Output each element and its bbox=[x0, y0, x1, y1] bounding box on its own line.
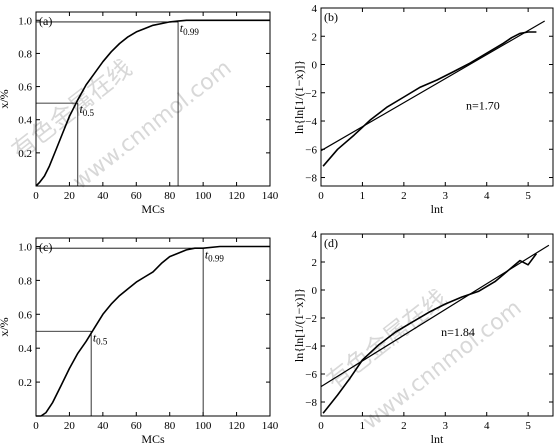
data-series-line bbox=[322, 31, 537, 167]
x-tick-label: 1 bbox=[360, 190, 366, 202]
y-tick-label: 0.6 bbox=[18, 309, 32, 321]
y-tick-label: 4 bbox=[312, 229, 318, 241]
y-tick-label: −8 bbox=[305, 173, 317, 185]
marker-label: t0.99 bbox=[205, 247, 225, 263]
x-tick-label: 1 bbox=[360, 420, 366, 432]
data-series-line bbox=[322, 253, 538, 414]
chart-panel-b: 0 1 2 3 4 5 −8 −6 −4 −2 0 2 4 n=1.70 (b) lnt ln{ln[1/(1−… bbox=[292, 3, 554, 216]
y-tick-label: 0.4 bbox=[18, 115, 32, 127]
x-tick-label: 100 bbox=[195, 190, 212, 202]
fit-line bbox=[320, 244, 550, 388]
x-tick-label: 2 bbox=[401, 190, 407, 202]
y-tick-label: 0 bbox=[312, 285, 318, 297]
plot-frame bbox=[320, 233, 554, 417]
y-tick-label: −4 bbox=[305, 341, 317, 353]
y-axis-label: x/% bbox=[0, 317, 11, 336]
fit-line bbox=[320, 20, 546, 152]
x-tick-label: 60 bbox=[131, 190, 143, 202]
x-tick-label: 80 bbox=[164, 420, 176, 432]
plot-frame bbox=[35, 237, 271, 417]
x-tick-label: 60 bbox=[131, 420, 143, 432]
y-axis-label: x/% bbox=[0, 89, 11, 108]
x-axis-label: MCs bbox=[141, 432, 165, 446]
y-tick-label: 0.4 bbox=[18, 343, 32, 355]
x-tick-label: 140 bbox=[262, 420, 279, 432]
x-axis-label: lnt bbox=[431, 432, 444, 446]
panel-label: (d) bbox=[324, 236, 338, 250]
y-tick-label: 4 bbox=[312, 3, 318, 15]
y-tick-label: 1.0 bbox=[18, 15, 32, 27]
x-tick-label: 5 bbox=[525, 420, 531, 432]
data-series-line bbox=[35, 19, 270, 187]
panel-label: (a) bbox=[39, 14, 52, 28]
y-tick-label: 0.6 bbox=[18, 82, 32, 94]
plot-frame bbox=[35, 11, 271, 187]
y-tick-label: 0.2 bbox=[18, 377, 32, 389]
x-tick-label: 40 bbox=[97, 190, 109, 202]
x-tick-label: 0 bbox=[318, 420, 324, 432]
chart-panel-c: 0 20 40 60 80 100 120 140 0.2 0.4 0.6 0.8 1.0 t0.5 t0.… bbox=[0, 237, 279, 446]
x-tick-label: 3 bbox=[443, 190, 449, 202]
y-tick-label: −2 bbox=[305, 88, 317, 100]
y-tick-label: 2 bbox=[312, 31, 318, 43]
x-tick-label: 40 bbox=[97, 420, 109, 432]
chart-panel-a: 0 20 40 60 80 100 120 1400.20.40.60.81.0t0.5t0.… bbox=[0, 11, 279, 216]
x-tick-label: 2 bbox=[401, 420, 407, 432]
annotation-label: n=1.84 bbox=[441, 325, 475, 339]
x-tick-label: 5 bbox=[525, 190, 531, 202]
x-tick-label: 100 bbox=[195, 420, 212, 432]
watermark-text-url: www.cnnmol.com bbox=[358, 296, 526, 435]
x-tick-label: 3 bbox=[443, 420, 449, 432]
x-tick-label: 20 bbox=[64, 190, 76, 202]
y-axis-label: ln{ln[1/(1−x)]} bbox=[292, 288, 306, 362]
panel-label: (c) bbox=[39, 240, 52, 254]
y-axis-label: ln{ln[1/(1−x)]} bbox=[292, 60, 306, 134]
x-tick-label: 0 bbox=[33, 420, 39, 432]
x-axis-label: MCs bbox=[141, 202, 165, 216]
x-axis-label: lnt bbox=[431, 202, 444, 216]
x-tick-label: 80 bbox=[164, 190, 176, 202]
y-tick-label: 1.0 bbox=[18, 241, 32, 253]
x-tick-label: 0 bbox=[33, 190, 39, 202]
marker-label: t0.5 bbox=[93, 330, 108, 346]
y-tick-label: 0 bbox=[312, 60, 318, 72]
panel-label: (b) bbox=[324, 10, 338, 24]
y-tick-label: 0.8 bbox=[18, 275, 32, 287]
x-tick-label: 120 bbox=[228, 420, 245, 432]
plot-frame bbox=[320, 7, 554, 187]
x-tick-label: 0 bbox=[318, 190, 324, 202]
y-tick-label: −2 bbox=[305, 313, 317, 325]
y-tick-label: 0.8 bbox=[18, 48, 32, 60]
x-tick-label: 120 bbox=[228, 190, 245, 202]
y-tick-label: 2 bbox=[312, 257, 318, 269]
y-tick-label: −8 bbox=[305, 397, 317, 409]
y-tick-label: −6 bbox=[305, 144, 317, 156]
y-tick-label: −6 bbox=[305, 369, 317, 381]
chart-panel-d: 0 1 2 3 4 5 −8 −6 −4 −2 0 2 4 n=1.84 (d) lnt ln{ln[1/(1−… bbox=[292, 229, 554, 446]
x-tick-label: 140 bbox=[262, 190, 279, 202]
marker-label: t0.99 bbox=[180, 21, 200, 37]
y-tick-label: 0.2 bbox=[18, 148, 32, 160]
x-tick-label: 20 bbox=[64, 420, 76, 432]
x-tick-label: 4 bbox=[484, 190, 490, 202]
y-tick-label: −4 bbox=[305, 116, 317, 128]
annotation-label: n=1.70 bbox=[466, 99, 500, 113]
x-tick-label: 4 bbox=[484, 420, 490, 432]
